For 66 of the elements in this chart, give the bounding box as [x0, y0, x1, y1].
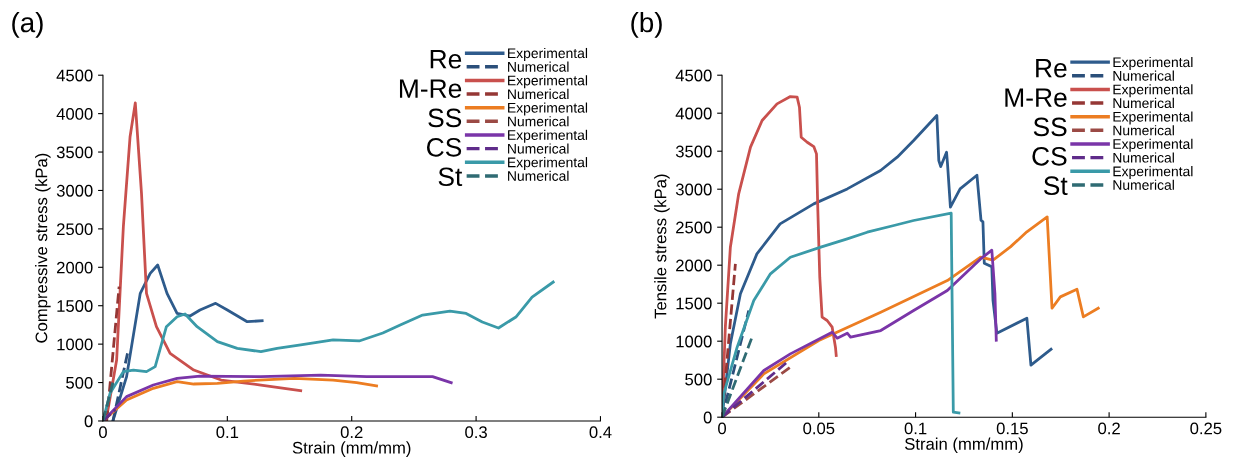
y-tick-label: 3000 — [675, 183, 712, 196]
annotation: M-Re — [399, 79, 462, 98]
annotation: Re — [1036, 59, 1067, 78]
y-tick-label: 1500 — [57, 300, 93, 312]
y-tick-label: 500 — [685, 373, 712, 386]
x-tick-label: 0.2 — [340, 426, 363, 439]
x-tick-label: 0 — [98, 426, 107, 439]
legend-label: Numerical — [508, 143, 569, 154]
legend-label: Numerical — [508, 170, 569, 181]
legend-label: Experimental — [1113, 138, 1193, 152]
y-tick-label: 2500 — [57, 223, 93, 236]
x-tick-label: 0.1 — [216, 426, 239, 439]
legend-label: Experimental — [508, 129, 588, 143]
legend-label: Experimental — [508, 75, 588, 89]
annotation: CS — [427, 137, 462, 157]
annotation: SS — [428, 108, 462, 128]
legend-label: Experimental — [1113, 111, 1193, 125]
legend-label: Experimental — [508, 102, 588, 116]
y-tick-label: 2500 — [676, 221, 712, 234]
legend-label: Numerical — [1113, 70, 1174, 81]
legend-label: Numerical — [1113, 97, 1174, 109]
annotation: SS — [1033, 117, 1067, 137]
annotation: St — [438, 167, 463, 187]
y-axis-title: Tensile stress (kPa) — [654, 174, 670, 319]
x-tick-label: 0.1 — [904, 422, 927, 435]
legend-label: Numerical — [508, 88, 569, 100]
chart-title: (b) — [631, 11, 662, 38]
legend-label: Numerical — [508, 61, 569, 72]
x-tick-label: 0.2 — [1098, 422, 1120, 435]
annotation: CS — [1032, 146, 1067, 166]
legend-label: Experimental — [508, 157, 588, 171]
legend-label: Experimental — [1113, 84, 1193, 98]
legend-label: Experimental — [1113, 56, 1193, 70]
y-tick-label: 0 — [703, 411, 712, 424]
y-tick-label: 2000 — [57, 261, 93, 274]
y-tick-label: 500 — [66, 376, 93, 389]
y-tick-label: 1000 — [57, 338, 93, 351]
y-axis-title: Compressive stress (kPa) — [35, 153, 51, 343]
x-tick-label: 0.25 — [1190, 422, 1222, 435]
chart-title: (a) — [12, 11, 43, 38]
x-tick-label: 0.3 — [465, 426, 487, 439]
y-tick-label: 2000 — [676, 259, 712, 272]
legend-label: Experimental — [508, 47, 588, 61]
text: Re — [430, 50, 462, 69]
annotation: M-Re — [1005, 88, 1067, 107]
legend-label: Numerical — [1113, 179, 1174, 190]
x-axis-title: Strain (mm/mm) — [292, 441, 411, 457]
x-axis-title: Strain (mm/mm) — [905, 437, 1023, 454]
y-tick-label: 4000 — [56, 108, 93, 120]
legend-label: Numerical — [1113, 125, 1174, 136]
legend-label: Numerical — [1113, 152, 1174, 163]
annotation: St — [1043, 176, 1068, 196]
legend-label: Experimental — [1113, 166, 1193, 180]
y-tick-label: 3500 — [675, 145, 712, 158]
y-tick-label: 1000 — [676, 335, 712, 348]
x-tick-label: 0.05 — [803, 422, 835, 435]
y-tick-label: 4500 — [675, 69, 712, 82]
y-tick-label: 4500 — [56, 69, 93, 82]
y-tick-label: 4000 — [675, 107, 712, 120]
y-tick-label: 3500 — [56, 146, 93, 159]
x-tick-label: 0 — [718, 422, 727, 435]
y-tick-label: 1500 — [676, 297, 712, 310]
x-tick-label: 0.4 — [589, 426, 612, 439]
x-tick-label: 0.15 — [996, 422, 1028, 435]
legend-label: Numerical — [508, 116, 569, 127]
y-tick-label: 3000 — [56, 184, 93, 197]
